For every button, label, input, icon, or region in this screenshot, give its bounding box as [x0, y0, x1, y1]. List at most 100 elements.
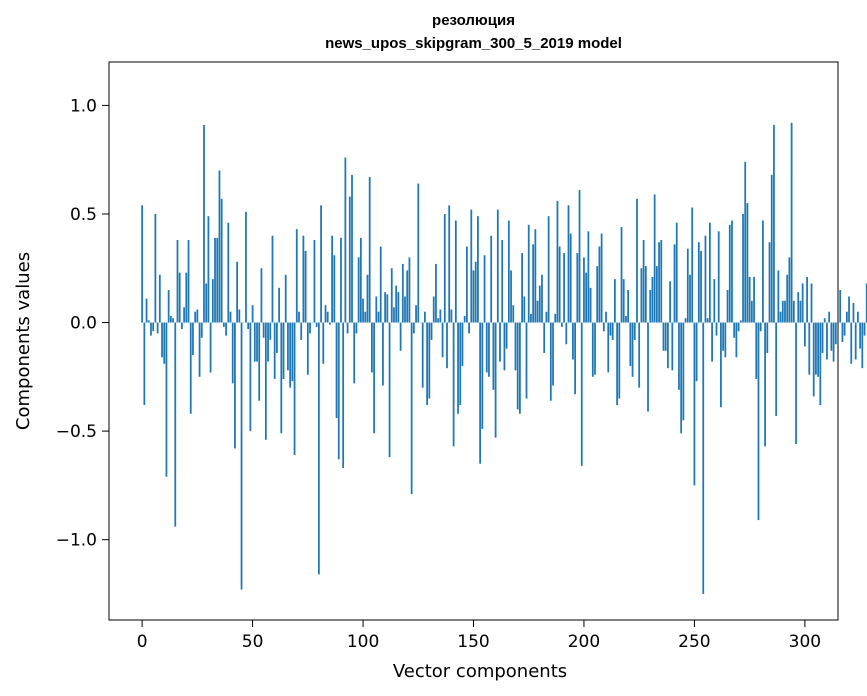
bar — [198, 322, 201, 377]
bar — [580, 322, 583, 466]
bar — [841, 322, 844, 343]
bar — [720, 322, 722, 408]
bar — [558, 246, 561, 323]
bar — [693, 322, 696, 486]
bar — [185, 272, 188, 323]
bar — [465, 246, 468, 323]
bar — [786, 274, 789, 323]
bar — [534, 229, 537, 323]
bar — [644, 266, 647, 323]
bar — [251, 305, 254, 323]
plot-frame — [108, 61, 839, 621]
bar — [578, 190, 581, 323]
bar — [245, 211, 247, 323]
bar — [306, 322, 309, 375]
bar — [384, 292, 387, 323]
bar — [850, 322, 853, 364]
bar — [249, 322, 252, 432]
bar — [298, 311, 300, 323]
bar — [863, 322, 866, 336]
bar — [859, 322, 861, 349]
bar — [792, 300, 795, 323]
bar — [633, 322, 636, 340]
bar — [150, 322, 152, 336]
bar — [260, 268, 263, 323]
bar — [220, 198, 223, 323]
bar — [560, 322, 563, 327]
bar — [161, 322, 163, 358]
bar — [708, 222, 711, 323]
bar — [273, 322, 276, 379]
x-tick-label: 50 — [242, 632, 264, 652]
bar — [713, 279, 716, 323]
bar — [574, 322, 576, 395]
bar — [448, 205, 451, 323]
bar — [410, 322, 413, 495]
bar — [510, 270, 512, 323]
bar — [441, 322, 444, 358]
bar — [662, 322, 665, 351]
bar — [722, 322, 725, 351]
bar — [527, 224, 530, 323]
bar — [843, 322, 846, 336]
bar — [234, 322, 236, 449]
bar — [172, 318, 174, 323]
bar — [209, 322, 212, 373]
bar — [591, 322, 594, 377]
bar — [576, 253, 579, 323]
bar — [488, 322, 490, 377]
bar — [689, 274, 691, 323]
bar — [629, 322, 632, 366]
bar — [401, 263, 404, 323]
bar — [183, 307, 185, 323]
bar — [715, 322, 718, 336]
bar — [700, 250, 702, 323]
bar — [834, 322, 837, 345]
y-tick-label: −0.5 — [56, 422, 97, 442]
bar — [817, 322, 819, 377]
bar — [523, 296, 526, 323]
bar — [375, 296, 378, 323]
bar — [753, 276, 755, 323]
bar — [333, 255, 336, 323]
bar — [616, 322, 618, 406]
chart-title-line-1: резолюция — [432, 12, 515, 29]
bar — [675, 222, 678, 323]
bar — [795, 322, 797, 445]
bar — [857, 311, 859, 323]
bar — [797, 292, 800, 323]
bar — [779, 311, 782, 323]
bar — [406, 270, 409, 323]
bar — [735, 322, 738, 358]
bar — [459, 322, 462, 406]
bar — [178, 272, 181, 323]
bar — [247, 322, 250, 330]
bar — [748, 276, 751, 323]
bar — [355, 322, 358, 334]
bar — [373, 322, 375, 434]
bar — [479, 322, 482, 464]
bar — [472, 270, 475, 323]
bar — [602, 322, 605, 332]
bar — [331, 235, 333, 323]
x-tick-label: 250 — [678, 632, 710, 652]
bar — [563, 253, 565, 323]
bar — [519, 322, 521, 414]
x-axis-label: Vector components — [393, 661, 567, 682]
bar — [667, 322, 669, 369]
bar — [673, 244, 676, 323]
bar — [775, 322, 778, 416]
bar — [788, 257, 791, 323]
bar — [587, 231, 590, 323]
bar — [289, 322, 292, 388]
bar — [691, 207, 694, 323]
bar — [446, 322, 448, 369]
bar — [408, 257, 411, 323]
bar — [541, 274, 543, 323]
bar — [218, 170, 221, 323]
bar — [324, 305, 327, 323]
bar — [697, 242, 700, 323]
bar — [731, 220, 733, 323]
bar — [287, 322, 289, 371]
bar — [739, 320, 742, 323]
